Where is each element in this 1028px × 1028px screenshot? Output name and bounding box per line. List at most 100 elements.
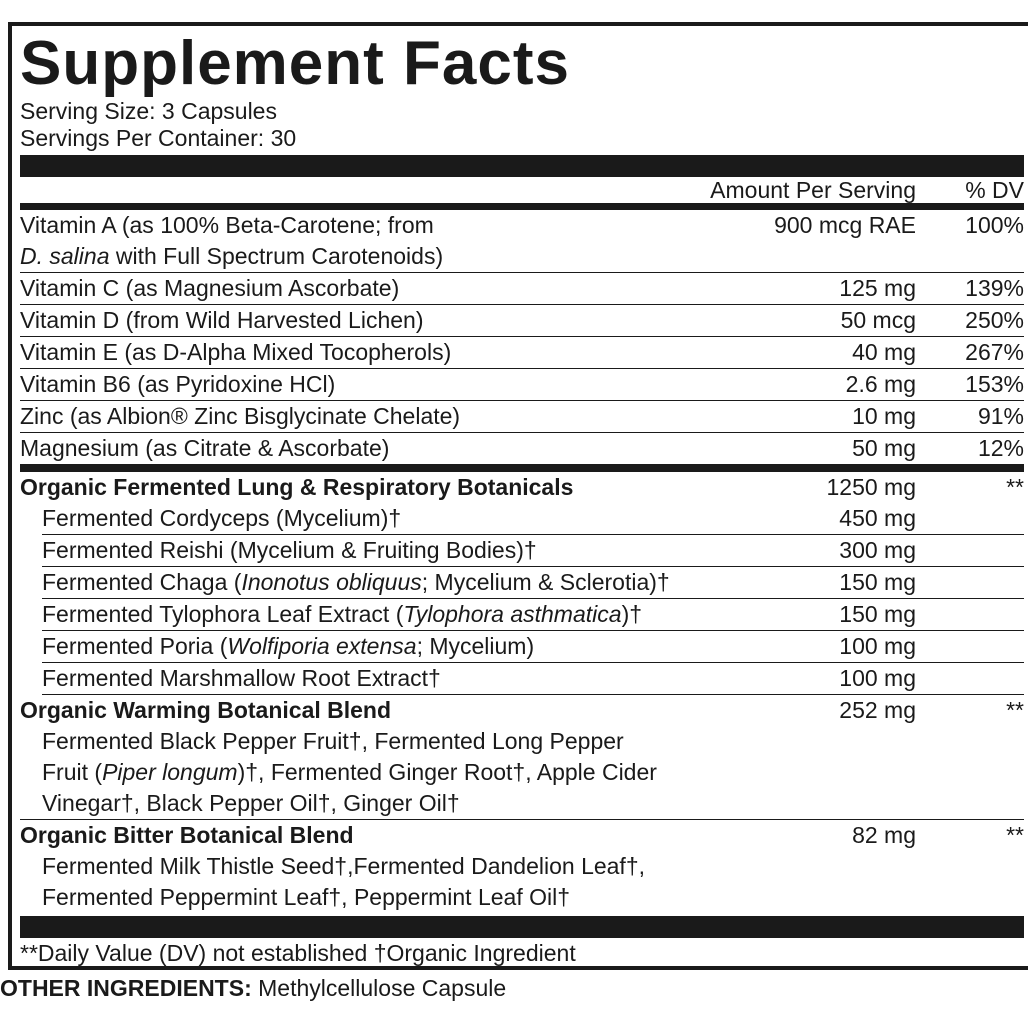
text-segment: Tylophora asthmatica — [403, 601, 622, 627]
blend-row: Organic Fermented Lung & Respiratory Bot… — [20, 472, 1024, 503]
other-ingredients-label: OTHER INGREDIENTS: — [0, 975, 252, 1001]
ingredient-name: Fermented Cordyceps (Mycelium)† — [42, 505, 401, 531]
daily-value: 91% — [977, 403, 1024, 429]
blend-list: Organic Fermented Lung & Respiratory Bot… — [20, 472, 1024, 913]
nutrient-name: Vitamin A (as 100% Beta-Carotene; from D.… — [20, 210, 1024, 272]
ingredient-name: Fermented Reishi (Mycelium & Fruiting Bo… — [42, 537, 537, 563]
text-segment: Fermented Black Pepper Fruit†, Fermented… — [42, 728, 624, 754]
blend-description: Fermented Black Pepper Fruit†, Fermented… — [20, 726, 1024, 820]
text-segment: Fermented Tylophora Leaf Extract ( — [42, 601, 404, 627]
text-segment: Fermented Marshmallow Root Extract† — [42, 665, 441, 691]
blend-name: Organic Bitter Botanical Blend — [20, 822, 354, 848]
other-ingredients-text: Methylcellulose Capsule — [258, 975, 507, 1001]
amount: 125 mg — [839, 275, 916, 301]
amount: 100 mg — [839, 665, 916, 691]
supplement-facts-panel: Supplement Facts Serving Size: 3 Capsule… — [8, 22, 1028, 970]
amount: 1250 mg — [826, 474, 916, 500]
divider-bar — [20, 465, 1024, 472]
nutrient-row: Vitamin C (as Magnesium Ascorbate) 125 mg… — [20, 273, 1024, 305]
name-line: Vitamin C (as Magnesium Ascorbate) — [20, 273, 1024, 304]
amount: 40 mg — [852, 339, 916, 365]
text-segment: Vitamin D (from Wild Harvested Lichen) — [20, 307, 424, 333]
divider-bar — [20, 155, 1024, 177]
nutrient-name: Zinc (as Albion® Zinc Bisglycinate Chela… — [20, 401, 1024, 432]
text-segment: Vitamin C (as Magnesium Ascorbate) — [20, 275, 400, 301]
nutrient-row: Vitamin E (as D-Alpha Mixed Tocopherols)… — [20, 337, 1024, 369]
name-line: D. salina with Full Spectrum Carotenoids… — [20, 241, 1024, 272]
divider-bar — [20, 203, 1024, 210]
amount: 82 mg — [852, 822, 916, 848]
serving-size: Serving Size: 3 Capsules — [20, 98, 277, 124]
ingredient-name: Fermented Tylophora Leaf Extract (Tyloph… — [42, 601, 642, 627]
daily-value: 100% — [965, 212, 1024, 238]
text-segment: Fermented Poria ( — [42, 633, 228, 659]
text-segment: Wolfiporia extensa — [227, 633, 417, 659]
text-segment: Fermented Reishi (Mycelium & Fruiting Bo… — [42, 537, 537, 563]
amount: 10 mg — [852, 403, 916, 429]
other-ingredients: OTHER INGREDIENTS: Methylcellulose Capsu… — [0, 975, 506, 1002]
footnote: **Daily Value (DV) not established †Orga… — [20, 940, 576, 966]
name-line: Vitamin D (from Wild Harvested Lichen) — [20, 305, 1024, 336]
text-segment: )† — [621, 601, 643, 627]
name-line: Zinc (as Albion® Zinc Bisglycinate Chela… — [20, 401, 1024, 432]
text-segment: Vinegar†, Black Pepper Oil†, Ginger Oil† — [42, 790, 460, 816]
description-line: Vinegar†, Black Pepper Oil†, Ginger Oil† — [42, 788, 1024, 819]
daily-value: 139% — [965, 275, 1024, 301]
name-line: Magnesium (as Citrate & Ascorbate) — [20, 433, 1024, 464]
daily-value: ** — [1006, 474, 1024, 500]
daily-value: ** — [1006, 697, 1024, 723]
daily-value: 153% — [965, 371, 1024, 397]
blend-row: Organic Warming Botanical Blend 252 mg ** — [20, 695, 1024, 726]
text-segment: Zinc (as Albion® Zinc Bisglycinate Chela… — [20, 403, 461, 429]
blend-row: Organic Bitter Botanical Blend 82 mg ** — [20, 820, 1024, 851]
nutrient-row: Vitamin A (as 100% Beta-Carotene; from D.… — [20, 210, 1024, 273]
ingredient-name: Fermented Chaga (Inonotus obliquus; Myce… — [42, 569, 670, 595]
amount: 50 mcg — [840, 307, 916, 333]
ingredient-row: Fermented Reishi (Mycelium & Fruiting Bo… — [42, 535, 1024, 567]
nutrient-row: Magnesium (as Citrate & Ascorbate) 50 mg 1… — [20, 433, 1024, 465]
title: Supplement Facts — [20, 29, 570, 98]
blend-name: Organic Warming Botanical Blend — [20, 697, 392, 723]
divider-bar — [20, 916, 1024, 938]
nutrient-name: Vitamin D (from Wild Harvested Lichen) — [20, 305, 1024, 336]
text-segment: ; Mycelium) — [416, 633, 535, 659]
text-segment: )†, Fermented Ginger Root†, Apple Cider — [237, 759, 657, 785]
text-segment: Piper longum — [102, 759, 238, 785]
blend-description: Fermented Milk Thistle Seed†,Fermented D… — [20, 851, 1024, 913]
text-segment: ; Mycelium & Sclerotia)† — [421, 569, 670, 595]
description-line: Fruit (Piper longum)†, Fermented Ginger … — [42, 757, 1024, 788]
text-segment: with Full Spectrum Carotenoids) — [109, 243, 444, 269]
description-line: Fermented Black Pepper Fruit†, Fermented… — [42, 726, 1024, 757]
daily-value: 267% — [965, 339, 1024, 365]
daily-value: 12% — [977, 435, 1024, 461]
text-segment: Vitamin E (as D-Alpha Mixed Tocopherols) — [20, 339, 452, 365]
amount: 252 mg — [839, 697, 916, 723]
servings-per-container: Servings Per Container: 30 — [20, 125, 297, 151]
text-segment: D. salina — [20, 243, 110, 269]
ingredient-row: Fermented Chaga (Inonotus obliquus; Myce… — [42, 567, 1024, 599]
dv-header: % DV — [965, 177, 1024, 203]
column-header: Amount Per Serving % DV — [20, 177, 1024, 203]
text-segment: Vitamin B6 (as Pyridoxine HCl) — [20, 371, 336, 397]
nutrient-row: Vitamin B6 (as Pyridoxine HCl) 2.6 mg 153% — [20, 369, 1024, 401]
ingredient-row: Fermented Poria (Wolfiporia extensa; Myc… — [42, 631, 1024, 663]
description-line: Fermented Peppermint Leaf†, Peppermint L… — [42, 882, 1024, 913]
nutrient-name: Magnesium (as Citrate & Ascorbate) — [20, 433, 1024, 464]
text-segment: Magnesium (as Citrate & Ascorbate) — [20, 435, 390, 461]
text-segment: Vitamin A (as 100% Beta-Carotene; from — [20, 212, 434, 238]
amount-header: Amount Per Serving — [710, 177, 916, 203]
nutrient-name: Vitamin E (as D-Alpha Mixed Tocopherols) — [20, 337, 1024, 368]
nutrient-row: Vitamin D (from Wild Harvested Lichen) 50… — [20, 305, 1024, 337]
amount: 2.6 mg — [845, 371, 916, 397]
text-segment: Fermented Cordyceps (Mycelium)† — [42, 505, 402, 531]
name-line: Vitamin E (as D-Alpha Mixed Tocopherols) — [20, 337, 1024, 368]
amount: 300 mg — [839, 537, 916, 563]
name-line: Vitamin A (as 100% Beta-Carotene; from — [20, 210, 1024, 241]
vitamin-list: Vitamin A (as 100% Beta-Carotene; from D.… — [20, 210, 1024, 465]
amount: 100 mg — [839, 633, 916, 659]
nutrient-row: Zinc (as Albion® Zinc Bisglycinate Chela… — [20, 401, 1024, 433]
name-line: Vitamin B6 (as Pyridoxine HCl) — [20, 369, 1024, 400]
amount: 50 mg — [852, 435, 916, 461]
text-segment: Fruit ( — [42, 759, 103, 785]
